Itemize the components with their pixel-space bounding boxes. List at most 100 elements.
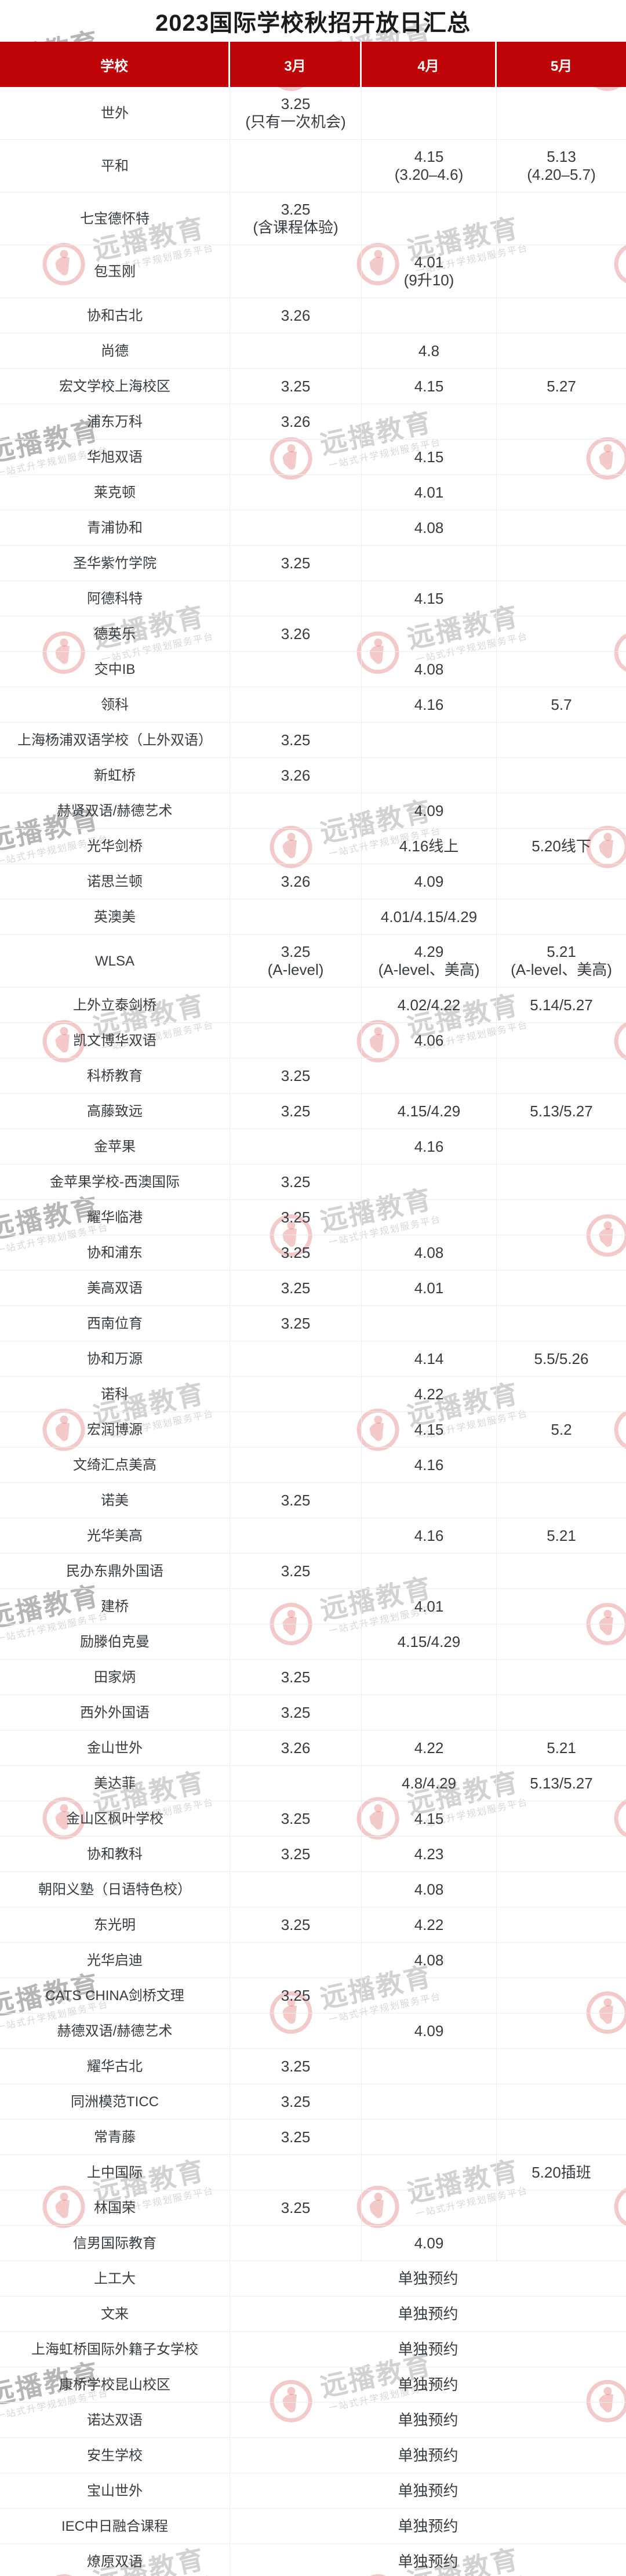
cell-appointment-merged: 单独预约 [398, 2269, 458, 2287]
cell-march: 3.25 [230, 723, 362, 757]
cell-may [497, 87, 626, 139]
cell-school-name: 浦东万科 [0, 404, 230, 439]
cell-april [362, 1200, 497, 1235]
cell-school-name: 常青藤 [0, 2120, 230, 2154]
cell-may [497, 1589, 626, 1624]
table-row: 金苹果学校-西澳国际 3.25 [0, 1164, 626, 1200]
cell-may [497, 440, 626, 474]
cell-april: 4.15 [362, 369, 497, 404]
table-row: 新虹桥 3.26 [0, 758, 626, 793]
table-row: 包玉刚 4.01 (9升10) [0, 245, 626, 298]
cell-school-name: 建桥 [0, 1589, 230, 1624]
cell-school-name: WLSA [0, 935, 230, 987]
table-row: 宝山世外 单独预约 [0, 2473, 626, 2509]
cell-march [230, 1129, 362, 1164]
table-row: 协和古北 3.26 [0, 298, 626, 333]
table-row: 安生学校 单独预约 [0, 2438, 626, 2473]
cell-march [230, 1447, 362, 1482]
table-row: 常青藤 3.25 [0, 2120, 626, 2155]
cell-school-name: 上外立泰剑桥 [0, 988, 230, 1022]
table-row: WLSA 3.25 (A-level) 4.29 (A-level、美高) 5.21 … [0, 935, 626, 988]
cell-school-name: IEC中日融合课程 [0, 2509, 230, 2544]
cell-school-name: 协和浦东 [0, 1235, 230, 1270]
cell-april: 4.08 [362, 1235, 497, 1270]
cell-march [230, 440, 362, 474]
cell-school-name: 凯文博华双语 [0, 1023, 230, 1058]
table-row: 金山世外 3.26 4.22 5.21 [0, 1730, 626, 1766]
table-row: 华旭双语 4.15 [0, 440, 626, 475]
cell-may [497, 758, 626, 793]
cell-school-name: 美达菲 [0, 1766, 230, 1801]
cell-may [497, 793, 626, 828]
table-row: 建桥 4.01 [0, 1589, 626, 1624]
table-row: 阿德科特 4.15 [0, 581, 626, 616]
cell-school-name: 西外外国语 [0, 1695, 230, 1730]
cell-march: 3.25 [230, 1695, 362, 1730]
cell-march [230, 140, 362, 192]
cell-school-name: 诺美 [0, 1483, 230, 1518]
table-row: 平和 4.15 (3.20–4.6) 5.13 (4.20–5.7) [0, 140, 626, 193]
cell-may [497, 2190, 626, 2225]
cell-may [497, 1660, 626, 1695]
cell-may [497, 2049, 626, 2084]
cell-march: 3.25 [230, 1306, 362, 1341]
cell-may: 5.13/5.27 [530, 1102, 593, 1120]
cell-school-name: 民办东鼎外国语 [0, 1554, 230, 1588]
cell-may [497, 546, 626, 580]
table-row: 诺达双语 单独预约 [0, 2403, 626, 2438]
cell-march: 3.26 [230, 404, 362, 439]
cell-school-name: 平和 [0, 140, 230, 192]
cell-appointment-merged: 单独预约 [398, 2552, 458, 2570]
header-cell-april: 4月 [362, 42, 497, 87]
cell-may [497, 245, 626, 297]
cell-april: 4.16 [362, 1129, 497, 1164]
cell-april: 4.01/4.15/4.29 [362, 899, 497, 934]
cell-march [230, 652, 362, 687]
table-row: 耀华古北 3.25 [0, 2049, 626, 2084]
cell-march: 3.26 [230, 864, 362, 899]
cell-march [230, 1766, 362, 1801]
cell-april: 4.15 (3.20–4.6) [362, 140, 497, 192]
cell-school-name: 英澳美 [0, 899, 230, 934]
cell-march: 3.25 [230, 1660, 362, 1695]
table-row: CATS CHINA剑桥文理 3.25 [0, 1978, 626, 2013]
cell-march: 3.25 [230, 1907, 362, 1942]
cell-april: 4.8 [362, 333, 497, 368]
cell-march [230, 510, 362, 545]
table-row: 尚德 4.8 [0, 333, 626, 369]
cell-may [497, 1801, 626, 1836]
table-row: 世外 3.25 (只有一次机会) [0, 87, 626, 140]
cell-april [362, 2084, 497, 2119]
cell-may [497, 1235, 626, 1270]
cell-may [497, 899, 626, 934]
cell-school-name: 包玉刚 [0, 245, 230, 297]
table-row: 圣华紫竹学院 3.25 [0, 546, 626, 581]
cell-school-name: 协和古北 [0, 298, 230, 333]
cell-school-name: 华旭双语 [0, 440, 230, 474]
cell-april: 4.09 [362, 2013, 497, 2048]
table-row: 七宝德怀特 3.25 (含课程体验) [0, 193, 626, 245]
cell-may [497, 1200, 626, 1235]
cell-april [362, 1978, 497, 2013]
table-row: 康桥学校昆山校区 单独预约 [0, 2367, 626, 2403]
cell-school-name: 信男国际教育 [0, 2226, 230, 2261]
table-row: 光华剑桥 4.16线上 5.20线下 [0, 829, 626, 864]
cell-april [362, 1660, 497, 1695]
cell-march: 3.25 [230, 1837, 362, 1871]
cell-april [362, 1164, 497, 1199]
cell-april: 4.09 [362, 2226, 497, 2261]
cell-april [362, 404, 497, 439]
cell-school-name: 文绮汇点美高 [0, 1447, 230, 1482]
cell-may [497, 864, 626, 899]
cell-school-name: 同洲模范TICC [0, 2084, 230, 2119]
cell-school-name: 励滕伯克曼 [0, 1624, 230, 1659]
table-row: 田家炳 3.25 [0, 1660, 626, 1695]
cell-april [362, 2120, 497, 2154]
table-row: 林国荣 3.25 [0, 2190, 626, 2226]
cell-april: 4.16 [362, 1447, 497, 1482]
table-row: 赫贤双语/赫德艺术 4.09 [0, 793, 626, 829]
cell-march [230, 1412, 362, 1447]
cell-april [362, 546, 497, 580]
cell-march [230, 2013, 362, 2048]
cell-march [230, 2226, 362, 2261]
